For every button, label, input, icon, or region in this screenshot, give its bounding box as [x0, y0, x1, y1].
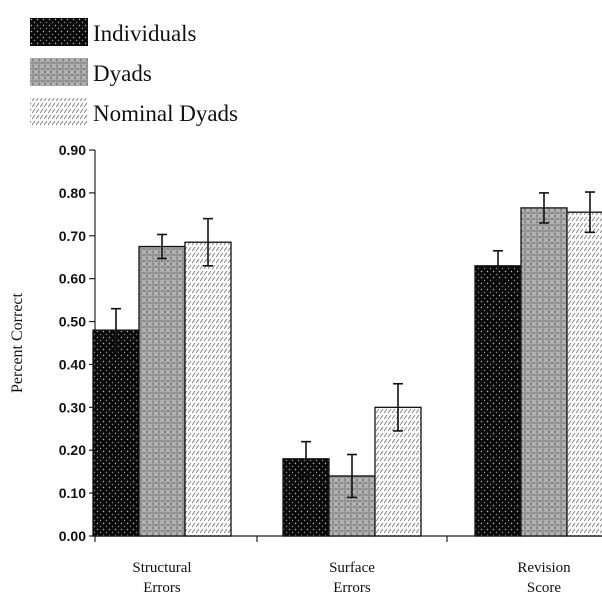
y-tick-label-3: 0.30 [59, 399, 86, 415]
legend: Individuals Dyads Nominal Dyads [30, 18, 238, 126]
axes: 0.00 0.10 0.20 0.30 0.40 0.50 0.60 0.70 0.80 0.90… [9, 142, 602, 596]
x-category-label-1-1: Errors [333, 580, 371, 596]
legend-swatch-2 [30, 98, 88, 126]
x-category-label-2-0: Revision [517, 560, 571, 576]
legend-swatch-0 [30, 18, 88, 46]
bar-2-2 [566, 211, 602, 537]
legend-label-0: Individuals [93, 21, 197, 46]
x-category-label-2-1: Score [527, 580, 561, 596]
legend-label-1: Dyads [93, 61, 152, 86]
y-tick-label-5: 0.50 [59, 314, 86, 330]
y-tick-label-2: 0.20 [59, 442, 86, 458]
y-tick-label-4: 0.40 [59, 356, 86, 372]
x-category-label-1-0: Surface [329, 560, 375, 576]
legend-swatch-1 [30, 58, 88, 86]
y-tick-label-6: 0.60 [59, 271, 86, 287]
legend-label-2: Nominal Dyads [93, 101, 238, 126]
y-tick-label-8: 0.80 [59, 185, 86, 201]
bar-1-0 [138, 245, 186, 537]
bar-0-0 [92, 329, 140, 537]
bars [92, 191, 602, 537]
y-tick-label-1: 0.10 [59, 485, 86, 501]
bar-0-2 [474, 265, 522, 537]
bar-2-0 [184, 241, 232, 537]
y-tick-label-7: 0.70 [59, 228, 86, 244]
x-category-label-0-1: Errors [143, 580, 181, 596]
bar-1-2 [520, 207, 568, 537]
y-tick-label-0: 0.00 [59, 528, 86, 544]
y-tick-label-9: 0.90 [59, 142, 86, 158]
x-category-label-0-0: Structural [132, 560, 191, 576]
y-axis-label: Percent Correct [9, 292, 26, 393]
